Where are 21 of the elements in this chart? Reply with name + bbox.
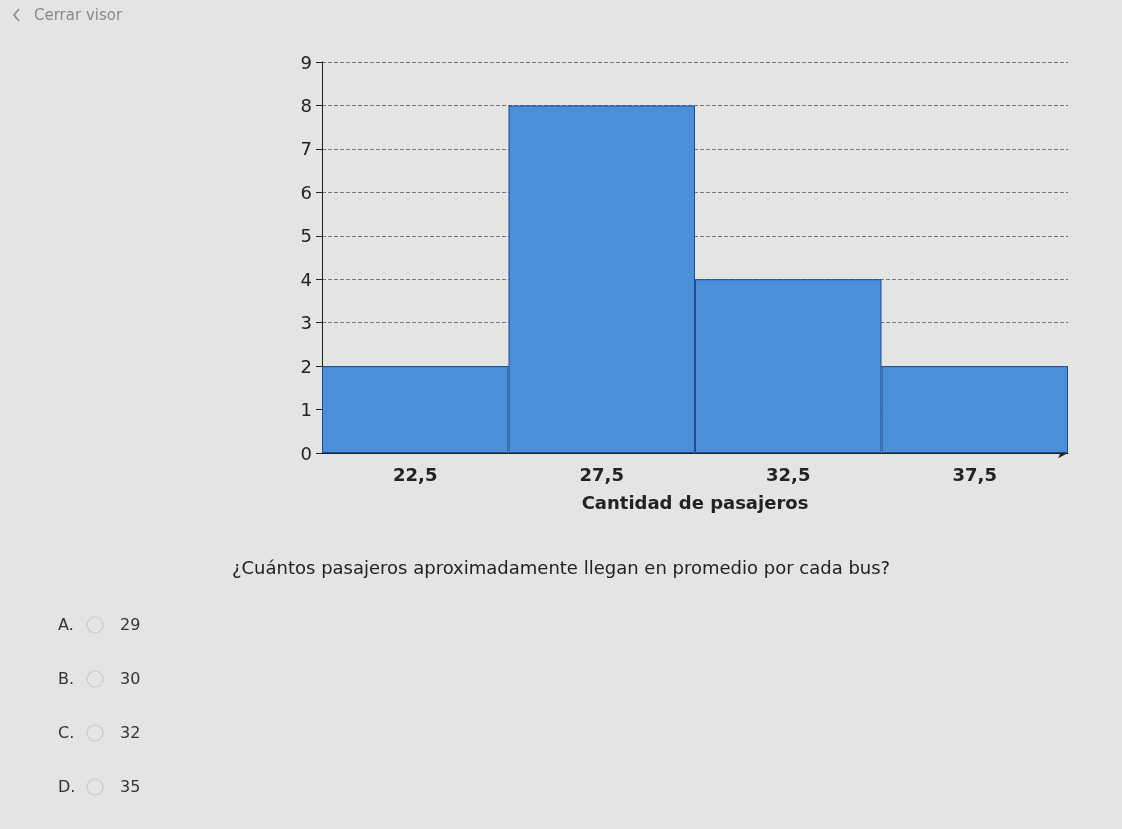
y-tick-label: 8 — [300, 94, 312, 116]
x-tick-label: 27,5 — [579, 463, 624, 485]
y-tick-label: 0 — [300, 442, 312, 464]
text: B. 30 — [58, 669, 141, 688]
x-tick-label: 22,5 — [393, 463, 438, 485]
text: ¿Cuántos pasajeros aproximadamente llegan en promedio por cada bus? — [232, 557, 891, 578]
y-tick-label: 4 — [300, 268, 312, 290]
x-axis-title: Cantidad de pasajeros — [581, 491, 809, 513]
x-tick-label: 32,5 — [766, 463, 811, 485]
text: Cerrar visor — [34, 6, 123, 24]
text: C. 32 — [58, 723, 141, 742]
y-tick-label: 6 — [300, 181, 312, 203]
y-tick-label: 2 — [300, 355, 312, 377]
y-tick-label: 3 — [300, 312, 312, 334]
y-tick-label: 5 — [300, 225, 312, 247]
text: D. 35 — [58, 777, 141, 796]
y-tick-label: 9 — [300, 51, 312, 73]
x-tick-label: 37,5 — [952, 463, 997, 485]
text: A. 29 — [58, 615, 141, 634]
y-tick-label: 1 — [300, 399, 312, 421]
y-tick-label: 7 — [300, 138, 312, 160]
